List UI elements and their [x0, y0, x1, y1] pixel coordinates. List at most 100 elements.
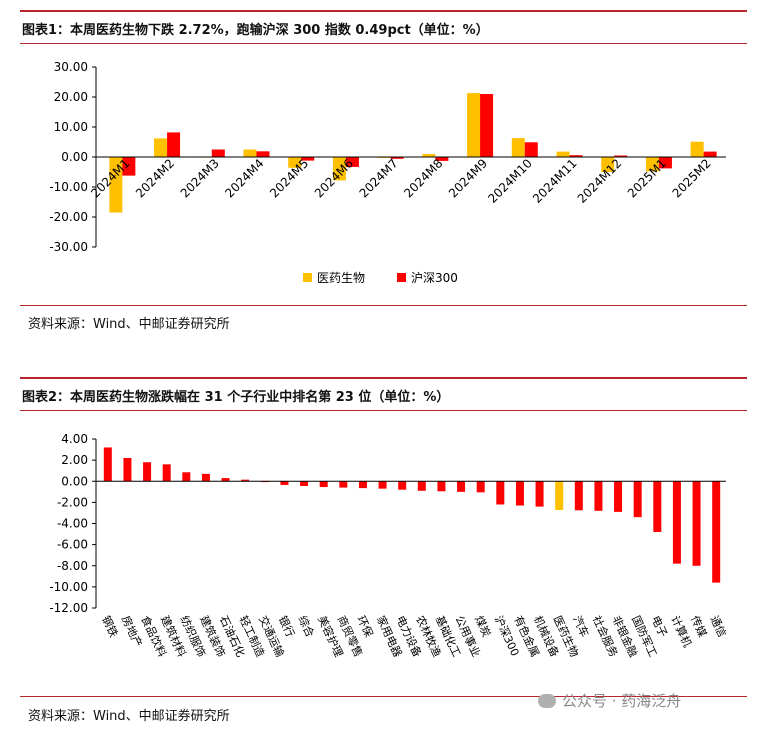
bar-pharma: [109, 157, 123, 213]
y-tick-label: -4.00: [57, 517, 88, 531]
y-tick-label: 4.00: [61, 432, 88, 446]
figure2-bottom-rule: [20, 696, 747, 697]
x-tick-label: 2024M11: [530, 156, 580, 206]
bar-industry: [241, 479, 250, 482]
bar-pharma: [645, 157, 659, 172]
y-tick-label: 30.00: [54, 60, 88, 74]
bar-csi300: [569, 155, 583, 157]
legend-label: 沪深300: [411, 271, 458, 285]
bar-csi300: [345, 157, 359, 167]
bar-industry: [496, 481, 505, 505]
x-tick-label: 2024M7: [357, 156, 401, 200]
watermark-text: 公众号 · 药海泛舟: [562, 692, 682, 710]
x-tick-label: 2024M10: [485, 156, 535, 206]
bar-industry: [692, 481, 701, 566]
figure1-top-rule: [20, 10, 747, 12]
x-tick-label: 2024M9: [446, 156, 490, 200]
y-tick-label: 20.00: [54, 90, 88, 104]
bar-pharma: [601, 157, 615, 172]
bar-industry: [143, 462, 152, 482]
figure2-source: 资料来源：Wind、中邮证券研究所: [28, 709, 230, 724]
bar-industry: [182, 472, 191, 482]
y-tick-label: -8.00: [57, 559, 88, 573]
bar-industry: [594, 481, 603, 511]
bar-csi300: [524, 142, 538, 157]
bar-pharma: [690, 141, 704, 157]
bar-industry: [221, 478, 230, 482]
bar-csi300: [614, 155, 628, 157]
bar-industry: [300, 481, 309, 487]
figure2-top-rule: [20, 377, 747, 379]
bar-csi300: [703, 151, 717, 157]
figure1-panel: 图表1：本周医药生物下跌 2.72%，跑输沪深 300 指数 0.49pct（单…: [20, 0, 747, 332]
y-tick-label: -20.00: [49, 210, 88, 224]
x-tick-label: 综合: [295, 613, 317, 639]
bar-industry: [633, 481, 642, 518]
bar-pharma: [556, 151, 570, 157]
bar-industry: [339, 481, 348, 488]
bar-industry: [653, 481, 662, 532]
watermark: 公众号 · 药海泛舟: [538, 690, 681, 711]
chart1-monthly-returns: 30.00 20.00 10.00 0.00 -10.00 -20.00 -30.00 202…: [49, 60, 726, 285]
bar-industry: [123, 458, 132, 482]
y-tick-label: -10.00: [49, 180, 88, 194]
bar-industry: [319, 481, 328, 488]
bar-industry: [162, 464, 171, 482]
figure1-title-rule: [20, 43, 747, 44]
y-tick-label: -10.00: [49, 580, 88, 594]
bar-industry: [535, 481, 544, 507]
x-tick-label: 2024M3: [178, 156, 222, 200]
y-tick-label: 2.00: [61, 453, 88, 467]
bar-csi300: [256, 151, 270, 157]
legend-label: 医药生物: [317, 271, 365, 285]
bar-industry: [712, 481, 721, 583]
bar-industry: [358, 481, 367, 489]
legend-swatch-pharma: [303, 273, 312, 282]
bar-pharma: [332, 157, 346, 181]
x-tick-label: 汽车: [570, 613, 592, 639]
bar-industry: [555, 481, 564, 510]
wechat-icon: [538, 694, 556, 708]
bar-industry: [201, 473, 210, 482]
figure2-title: 图表2：本周医药生物涨跌幅在 31 个子行业中排名第 23 位（单位：%）: [22, 390, 450, 405]
bar-industry: [574, 481, 583, 511]
x-tick-label: 银行: [276, 613, 298, 639]
x-tick-label: 2025M2: [670, 156, 714, 200]
bar-industry: [280, 481, 289, 485]
bar-csi300: [480, 94, 494, 157]
x-tick-label: 环保: [354, 613, 376, 639]
bar-csi300: [435, 157, 449, 161]
bar-industry: [103, 447, 112, 482]
x-tick-label: 2024M4: [222, 156, 266, 200]
x-tick-label: 通信: [707, 614, 728, 639]
figure1-bottom-rule: [20, 305, 747, 306]
bar-pharma: [467, 93, 481, 157]
x-tick-label: 钢铁: [99, 614, 120, 639]
bar-csi300: [658, 157, 672, 169]
bar-industry: [437, 481, 446, 492]
bar-pharma: [288, 157, 302, 168]
bar-pharma: [243, 149, 257, 157]
bar-csi300: [390, 157, 404, 159]
x-tick-label: 2024M2: [133, 156, 177, 200]
bar-industry: [417, 481, 426, 491]
bar-industry: [515, 481, 524, 506]
bar-csi300: [211, 149, 225, 157]
bar-industry: [457, 481, 466, 492]
y-tick-label: -12.00: [49, 601, 88, 615]
y-tick-label: -30.00: [49, 240, 88, 254]
y-tick-label: 10.00: [54, 120, 88, 134]
chart2-industry-returns: 4.00 2.00 0.00 -2.00 -4.00 -6.00 -8.00 -10.00 -1…: [49, 432, 728, 659]
bar-industry: [672, 481, 681, 564]
y-tick-label: 0.00: [61, 150, 88, 164]
bar-industry: [378, 481, 387, 489]
x-tick-label: 2024M8: [401, 156, 445, 200]
bar-pharma: [511, 138, 525, 157]
y-tick-label: 0.00: [61, 474, 88, 488]
x-tick-label: 2024M12: [575, 156, 625, 206]
y-tick-label: -6.00: [57, 538, 88, 552]
bar-csi300: [167, 132, 181, 157]
figure2-title-rule: [20, 410, 747, 411]
bar-pharma: [154, 138, 168, 157]
bar-csi300: [301, 157, 315, 161]
